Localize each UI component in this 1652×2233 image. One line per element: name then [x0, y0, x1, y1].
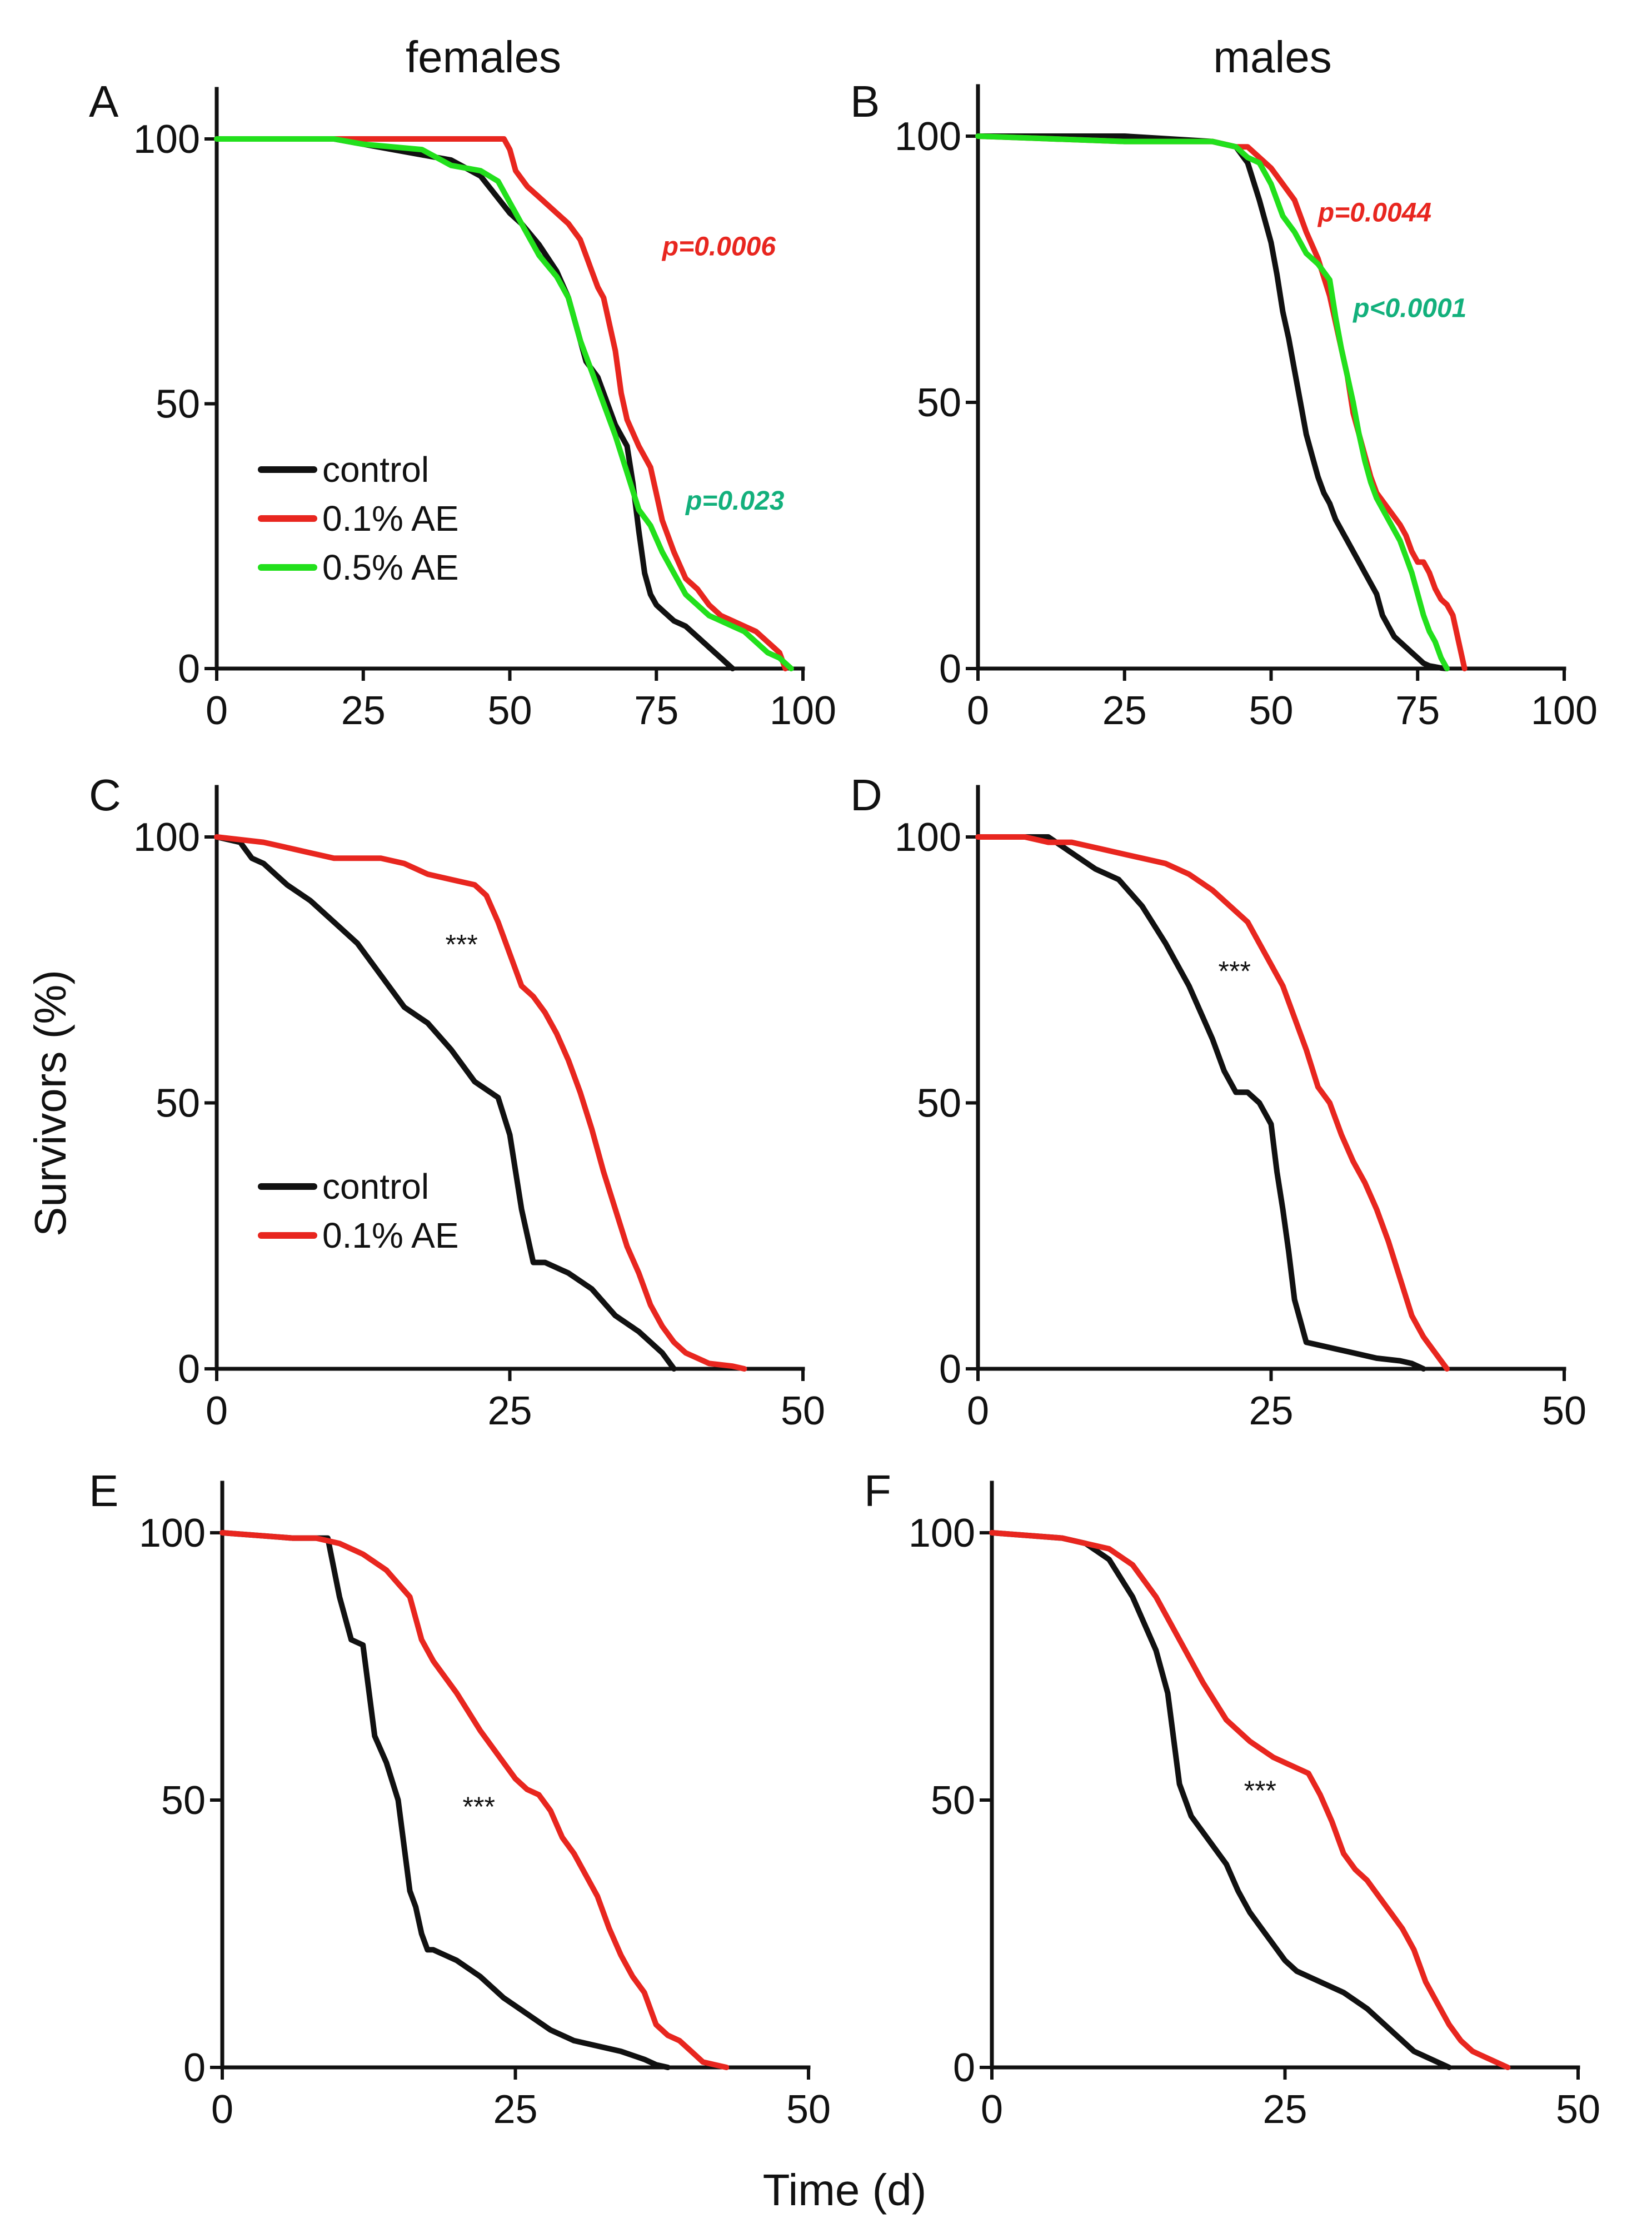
y-tick-label: 0: [939, 647, 961, 691]
y-tick-label: 100: [895, 114, 961, 159]
x-tick-label: 0: [967, 1389, 989, 1433]
series-line-0-1-ae: [214, 834, 747, 1372]
series-line-0-1-ae: [214, 136, 788, 671]
x-tick-label: 0: [206, 689, 228, 733]
column-title-females: females: [406, 32, 561, 82]
x-tick-label: 25: [1102, 689, 1147, 733]
significance-stars: ***: [1219, 955, 1251, 986]
y-tick-label: 50: [156, 1081, 200, 1126]
x-tick-label: 0: [211, 2087, 233, 2132]
x-tick-label: 50: [1542, 1389, 1586, 1433]
significance-stars: ***: [463, 1791, 495, 1822]
x-tick-label: 25: [1249, 1389, 1293, 1433]
column-title-males: males: [1213, 32, 1331, 82]
panel-label: F: [864, 1466, 891, 1516]
x-tick-label: 25: [493, 2087, 537, 2132]
p-value-annotation: p=0.0006: [661, 232, 776, 262]
x-tick-label: 0: [967, 689, 989, 733]
x-tick-label: 100: [1531, 689, 1598, 733]
series-line-control: [219, 1530, 671, 2070]
legend-label: control: [322, 450, 429, 490]
x-tick-label: 0: [981, 2087, 1003, 2132]
y-tick-label: 100: [909, 1511, 975, 1556]
series-line-control: [214, 834, 677, 1372]
x-tick-label: 25: [487, 1389, 532, 1433]
panel-label: A: [89, 77, 119, 126]
series-line-control: [975, 834, 1426, 1372]
legend-label: 0.5% AE: [322, 547, 459, 587]
panel-b: B 0 50 100 0 25 50 75 100 p=0.0044 p<0.0001: [850, 77, 1598, 733]
series-line-0-1-ae: [975, 834, 1450, 1372]
y-tick-label: 100: [133, 117, 200, 162]
legend: control 0.1% AE 0.5% AE: [258, 450, 459, 587]
x-tick-label: 25: [1262, 2087, 1307, 2132]
series-line-0-5-ae: [975, 133, 1450, 671]
panel-d: D 0 50 100 0 25 50 ***: [850, 770, 1586, 1433]
series-line-control: [975, 133, 1450, 671]
panel-c: C 0 50 100 0 25 50 *** control 0.1% AE: [89, 770, 825, 1433]
panels-group: A 0 50 100 0 25 50 75 100 p=0.0006 p=0.023 control 0…: [89, 77, 1600, 2132]
y-tick-label: 100: [139, 1511, 206, 1556]
panel-a: A 0 50 100 0 25 50 75 100 p=0.0006 p=0.023 control 0…: [89, 77, 836, 733]
y-axis-title: Survivors (%): [26, 970, 75, 1237]
x-tick-label: 0: [206, 1389, 228, 1433]
y-tick-label: 100: [895, 815, 961, 860]
legend: control 0.1% AE: [258, 1167, 459, 1255]
x-tick-label: 50: [1556, 2087, 1600, 2132]
y-tick-label: 0: [178, 647, 200, 691]
series-line-0-1-ae: [219, 1530, 730, 2070]
x-tick-label: 50: [487, 689, 532, 733]
x-tick-label: 100: [770, 689, 836, 733]
x-tick-label: 25: [341, 689, 386, 733]
legend-label: 0.1% AE: [322, 1215, 459, 1255]
y-tick-label: 0: [178, 1347, 200, 1392]
y-tick-label: 50: [917, 1081, 961, 1126]
panel-f: F 0 50 100 0 25 50 ***: [864, 1466, 1600, 2132]
p-value-annotation: p=0.0044: [1317, 198, 1431, 227]
y-tick-label: 50: [931, 1778, 975, 1823]
series-line-control: [989, 1530, 1452, 2070]
y-tick-label: 0: [939, 1347, 961, 1392]
series-line-0-1-ae: [989, 1530, 1511, 2070]
y-tick-label: 50: [917, 381, 961, 425]
panel-e: E 0 50 100 0 25 50 ***: [89, 1466, 831, 2132]
significance-stars: ***: [1244, 1775, 1276, 1806]
legend-label: control: [322, 1167, 429, 1207]
panel-label: E: [89, 1466, 118, 1516]
x-axis-title: Time (d): [763, 2165, 927, 2215]
x-tick-label: 50: [781, 1389, 825, 1433]
x-tick-label: 50: [1249, 689, 1293, 733]
x-tick-label: 50: [786, 2087, 831, 2132]
series-line-control: [214, 136, 736, 671]
x-tick-label: 75: [1395, 689, 1440, 733]
panel-label: C: [89, 770, 121, 820]
series-line-0-5-ae: [214, 136, 794, 671]
y-tick-label: 50: [161, 1778, 206, 1823]
y-tick-label: 100: [133, 815, 200, 860]
p-value-annotation: p<0.0001: [1352, 294, 1466, 323]
panel-label: D: [850, 770, 882, 820]
panel-label: B: [850, 77, 880, 126]
y-tick-label: 0: [183, 2046, 206, 2090]
p-value-annotation: p=0.023: [685, 486, 785, 516]
y-tick-label: 0: [953, 2046, 975, 2090]
significance-stars: ***: [445, 929, 477, 960]
y-tick-label: 50: [156, 382, 200, 427]
x-tick-label: 75: [634, 689, 678, 733]
legend-label: 0.1% AE: [322, 499, 459, 539]
